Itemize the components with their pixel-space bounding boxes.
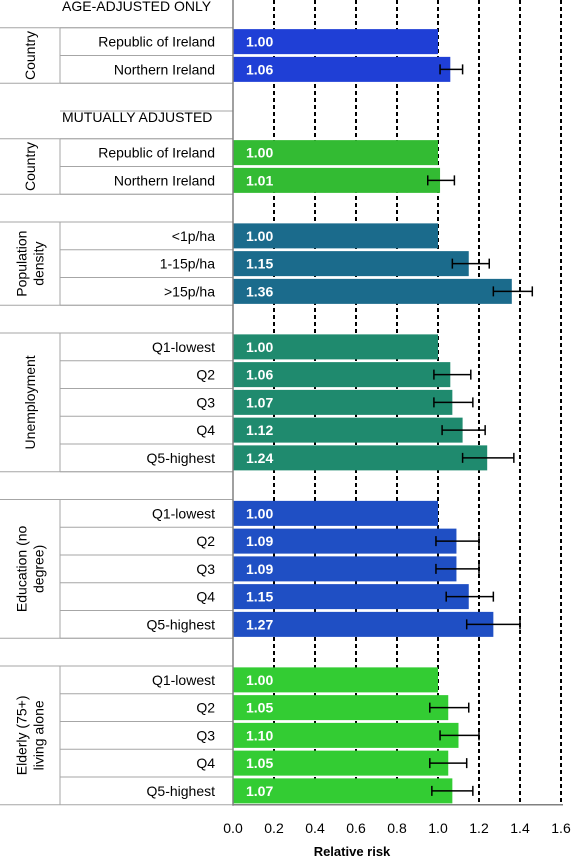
category-label: Q3 <box>196 727 215 743</box>
bar <box>233 722 459 748</box>
bar-value-label: 1.07 <box>246 783 273 799</box>
bar-value-label: 1.15 <box>246 589 273 605</box>
group-label-line: density <box>31 241 47 285</box>
bar <box>233 167 441 193</box>
bar-value-label: 1.00 <box>246 672 273 688</box>
bar <box>233 223 438 249</box>
bar <box>233 556 457 582</box>
bar <box>233 140 438 166</box>
x-tick-label: 0.0 <box>223 820 243 836</box>
group-label-line: degree) <box>31 545 47 593</box>
category-label: 1-15p/ha <box>160 256 215 272</box>
category-label: Northern Ireland <box>114 61 215 77</box>
category-label: Q4 <box>196 755 215 771</box>
bar <box>233 695 449 721</box>
bar-value-label: 1.24 <box>246 450 273 466</box>
x-tick-label: 0.8 <box>387 820 407 836</box>
section-title: MUTUALLY ADJUSTED <box>62 109 212 125</box>
bar-value-label: 1.10 <box>246 727 273 743</box>
group-label: Unemployment <box>22 355 38 449</box>
group-label: Education (no degree) <box>14 525 47 612</box>
bar-value-label: 1.09 <box>246 533 273 549</box>
group-label-line: Country <box>22 31 38 80</box>
x-axis: Relative risk 0.0 0.2 0.4 0.6 0.8 1.0 1.2 1.4 1.… <box>223 0 571 857</box>
group-label-line: Population <box>14 231 30 297</box>
bar-value-label: 1.05 <box>246 700 273 716</box>
x-tick-label: 1.2 <box>469 820 489 836</box>
error-bars <box>427 64 534 796</box>
bar-value-label: 1.01 <box>246 172 273 188</box>
group-label-line: living alone <box>31 700 47 770</box>
x-tick-label: 0.4 <box>305 820 325 836</box>
category-label: Northern Ireland <box>114 172 215 188</box>
x-tick-label: 1.4 <box>510 820 530 836</box>
x-tick-label: 0.2 <box>264 820 284 836</box>
x-tick-label: 1.6 <box>551 820 571 836</box>
bar <box>233 29 438 55</box>
category-label: Q4 <box>196 422 215 438</box>
bar <box>233 667 438 693</box>
bar-value-label: 1.07 <box>246 394 273 410</box>
bar-value-label: 1.12 <box>246 422 273 438</box>
bars <box>233 29 512 804</box>
bar-value-label: 1.09 <box>246 561 273 577</box>
category-label: Q3 <box>196 394 215 410</box>
bar <box>233 56 451 82</box>
bar <box>233 611 494 637</box>
bar-value-label: 1.27 <box>246 616 273 632</box>
group-label: Population density <box>14 231 47 297</box>
category-label: Q5-highest <box>147 616 216 632</box>
category-label: >15p/ha <box>164 283 215 299</box>
bar-value-label: 1.00 <box>246 505 273 521</box>
bar-value-label: 1.06 <box>246 367 273 383</box>
x-tick-label: 1.0 <box>428 820 448 836</box>
bar <box>233 278 512 304</box>
group-label: Elderly (75+) living alone <box>14 695 47 775</box>
group-label-line: Country <box>22 142 38 191</box>
bar-value-label: 1.00 <box>246 228 273 244</box>
category-label: Q2 <box>196 700 215 716</box>
bar <box>233 445 488 471</box>
group-label: Country <box>22 142 38 191</box>
category-labels: AGE-ADJUSTED ONLY 1.00 Republic of Ireland… <box>14 0 274 799</box>
bar <box>233 251 469 277</box>
bar <box>233 334 438 360</box>
category-label: Q5-highest <box>147 450 216 466</box>
category-label: Q2 <box>196 533 215 549</box>
row-separators <box>0 27 233 806</box>
bar <box>233 750 449 776</box>
bar <box>233 500 438 526</box>
category-label: Q1-lowest <box>152 339 215 355</box>
category-label: <1p/ha <box>172 228 215 244</box>
bar <box>233 584 469 610</box>
group-label-line: Education (no <box>14 525 30 612</box>
category-label: Q2 <box>196 367 215 383</box>
x-axis-label: Relative risk <box>314 844 391 857</box>
bar <box>233 362 451 388</box>
bar <box>233 528 457 554</box>
category-label: Q1-lowest <box>152 672 215 688</box>
bar-value-label: 1.00 <box>246 34 273 50</box>
category-label: Q5-highest <box>147 783 216 799</box>
bar-value-label: 1.05 <box>246 755 273 771</box>
bar <box>233 778 453 804</box>
category-label: Q1-lowest <box>152 505 215 521</box>
bar-value-label: 1.06 <box>246 61 273 77</box>
category-label: Q3 <box>196 561 215 577</box>
category-label: Republic of Ireland <box>98 145 215 161</box>
bar-value-label: 1.15 <box>246 256 273 272</box>
group-label: Country <box>22 31 38 80</box>
group-label-line: Unemployment <box>22 355 38 449</box>
bar-value-label: 1.36 <box>246 283 273 299</box>
bar-value-label: 1.00 <box>246 145 273 161</box>
bar <box>233 417 463 443</box>
category-label: Republic of Ireland <box>98 34 215 50</box>
x-tick-label: 0.6 <box>346 820 366 836</box>
bar <box>233 389 453 415</box>
section-title: AGE-ADJUSTED ONLY <box>62 0 212 14</box>
bar-value-label: 1.00 <box>246 339 273 355</box>
category-label: Q4 <box>196 589 215 605</box>
group-label-line: Elderly (75+) <box>14 695 30 775</box>
